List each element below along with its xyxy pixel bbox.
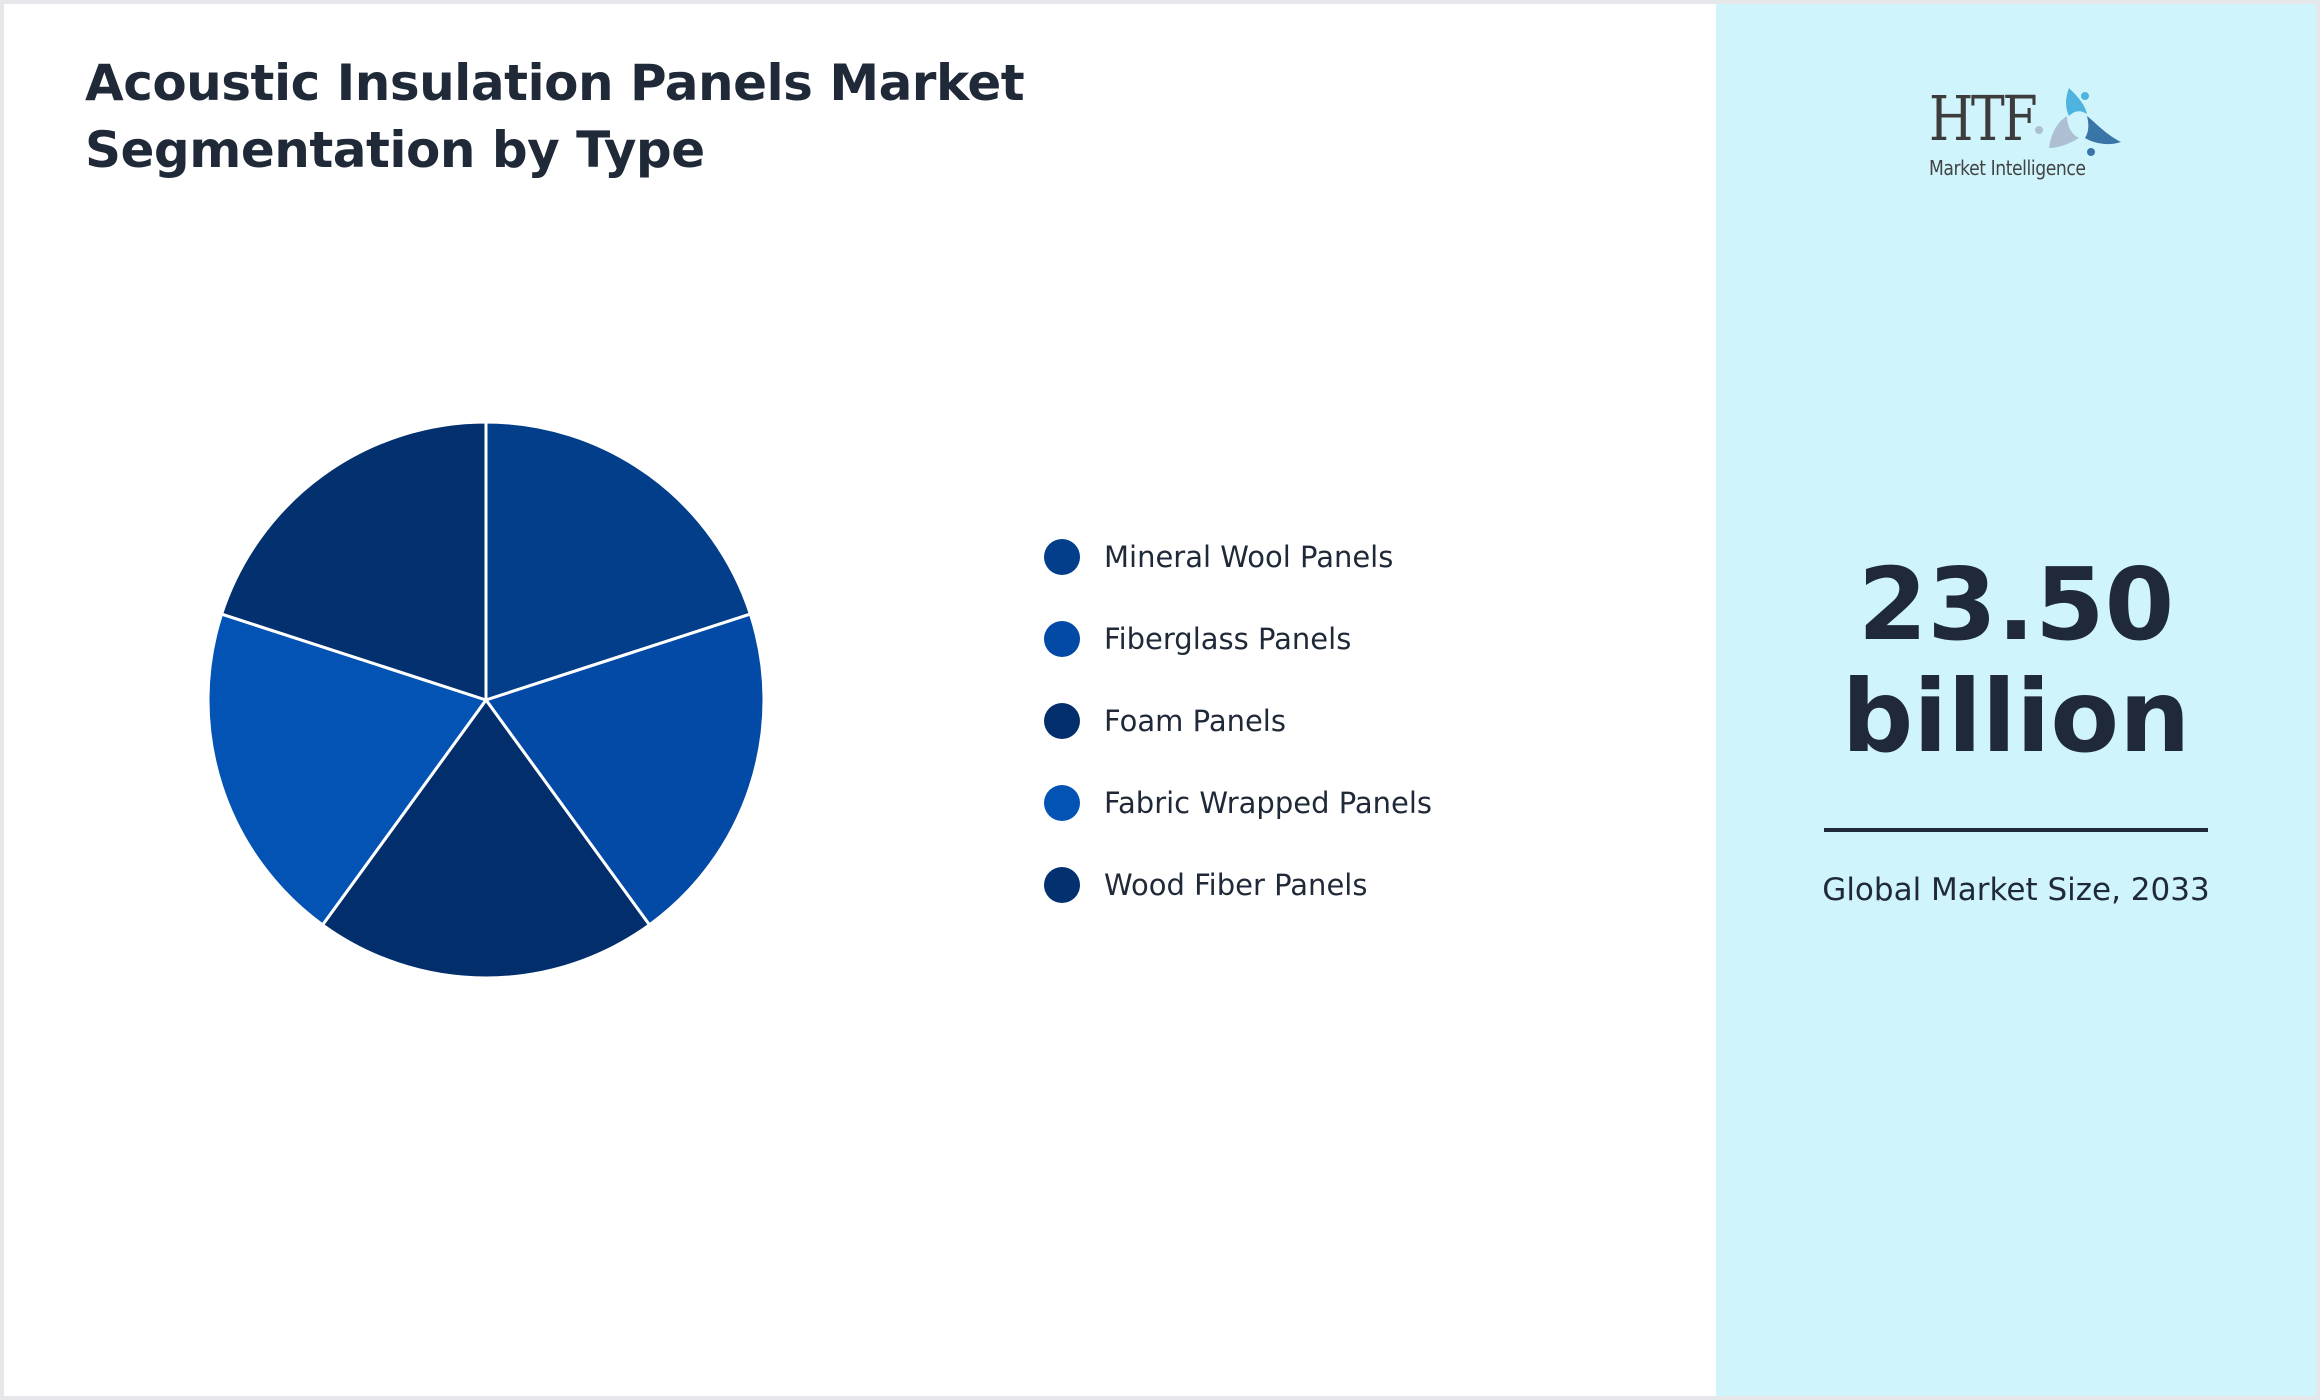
pie-slice-fabric-wrapped-panels	[206, 612, 488, 927]
legend-label: Foam Panels	[1104, 704, 1286, 738]
legend-item: Foam Panels	[1044, 680, 1432, 762]
people-circle-icon	[2035, 88, 2121, 156]
legend-swatch	[1044, 703, 1080, 739]
pie-slice-mineral-wool-panels	[484, 420, 752, 702]
divider	[1824, 828, 2208, 832]
legend-label: Mineral Wool Panels	[1104, 540, 1394, 574]
legend-label: Fabric Wrapped Panels	[1104, 786, 1433, 820]
metric-value: 23.50	[1857, 546, 2175, 663]
legend-item: Wood Fiber Panels	[1044, 844, 1432, 926]
pie-chart	[206, 420, 766, 980]
report-card: Acoustic Insulation Panels Market Segmen…	[4, 4, 2316, 1396]
chart-panel: Acoustic Insulation Panels Market Segmen…	[4, 4, 1716, 1396]
chart-legend: Mineral Wool Panels Fiberglass Panels Fo…	[1044, 516, 1432, 926]
metric-caption: Global Market Size, 2033	[1822, 872, 2210, 908]
legend-swatch	[1044, 867, 1080, 903]
pie-slice-wood-fiber-panels	[220, 420, 488, 702]
legend-item: Fiberglass Panels	[1044, 598, 1432, 680]
legend-label: Wood Fiber Panels	[1104, 868, 1368, 902]
metric-unit: billion	[1841, 658, 2191, 775]
legend-swatch	[1044, 621, 1080, 657]
summary-panel: HTF Market Intelligence 23.50 billion Gl…	[1716, 4, 2316, 1396]
legend-item: Mineral Wool Panels	[1044, 516, 1432, 598]
logo-brand: HTF	[1929, 82, 2038, 155]
market-size-metric: 23.50 billion	[1716, 549, 2316, 773]
pie-slice-fiberglass-panels	[484, 612, 766, 927]
legend-item: Fabric Wrapped Panels	[1044, 762, 1432, 844]
pie-slice-foam-panels	[321, 698, 651, 980]
legend-label: Fiberglass Panels	[1104, 622, 1352, 656]
legend-swatch	[1044, 539, 1080, 575]
legend-swatch	[1044, 785, 1080, 821]
logo-tagline: Market Intelligence	[1929, 156, 2086, 180]
chart-title: Acoustic Insulation Panels Market Segmen…	[85, 54, 1025, 179]
htf-logo: HTF Market Intelligence	[1929, 82, 2129, 192]
